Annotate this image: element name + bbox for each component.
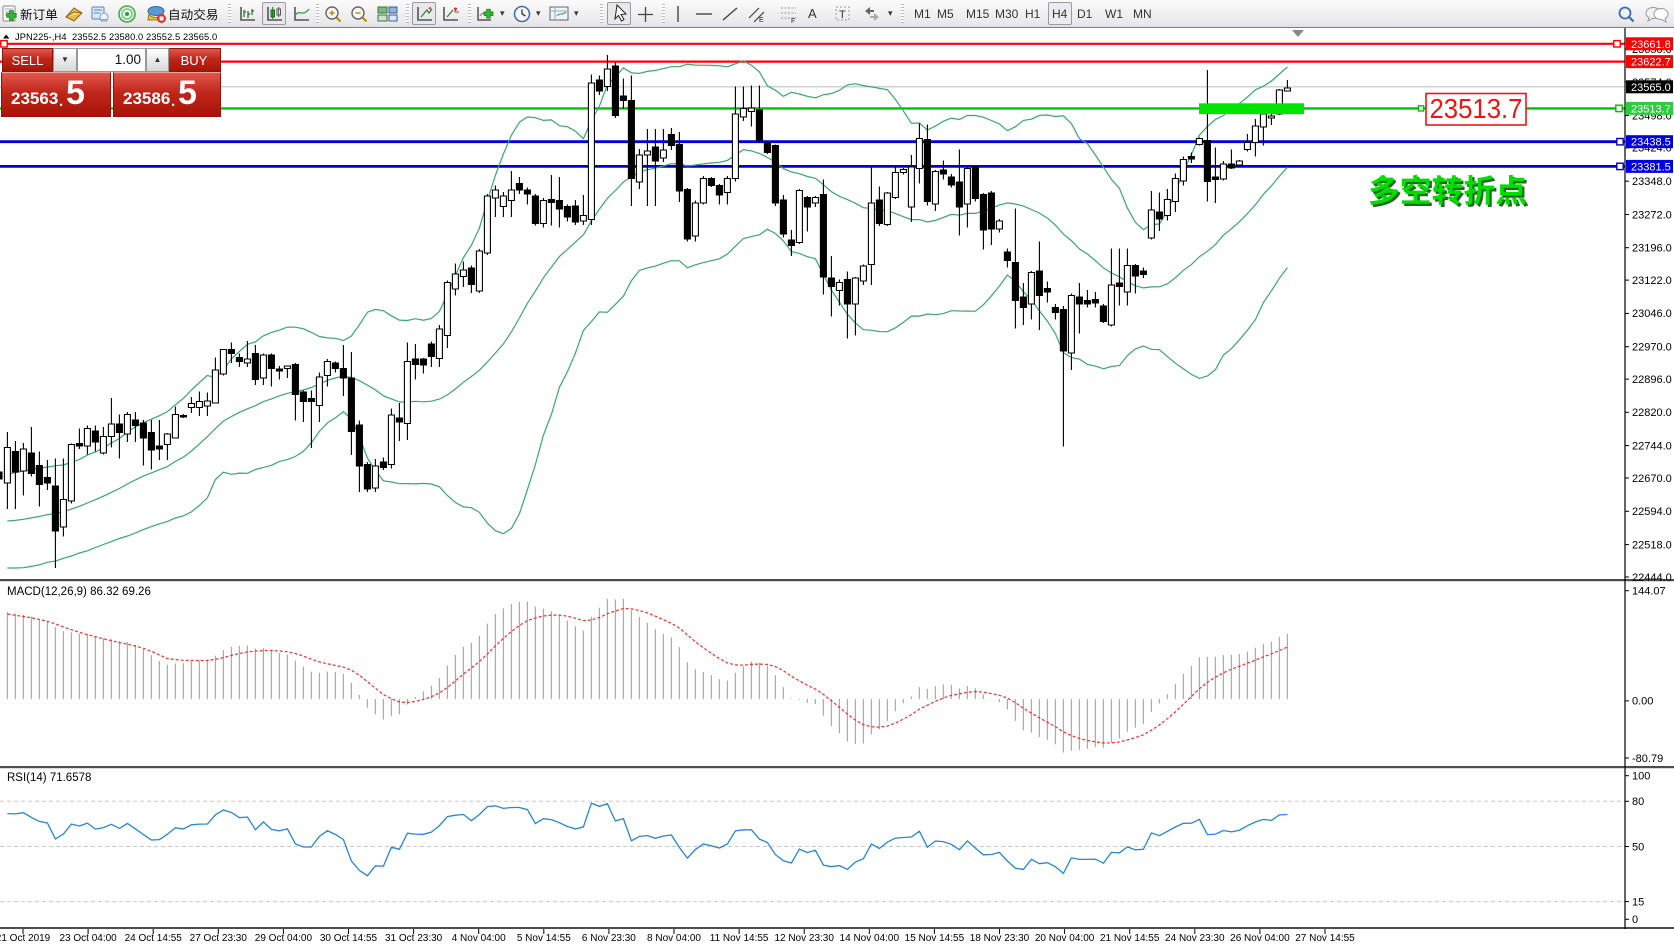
- svg-text:50: 50: [1632, 841, 1644, 853]
- svg-text:23622.7: 23622.7: [1631, 57, 1671, 69]
- svg-text:22820.0: 22820.0: [1632, 407, 1672, 419]
- svg-text:22970.0: 22970.0: [1632, 342, 1672, 354]
- svg-text:23348.0: 23348.0: [1632, 176, 1672, 188]
- svg-text:22518.0: 22518.0: [1632, 539, 1672, 551]
- svg-text:12 Nov 23:30: 12 Nov 23:30: [774, 933, 834, 944]
- svg-text:8 Nov 04:00: 8 Nov 04:00: [647, 933, 701, 944]
- svg-text:22444.0: 22444.0: [1632, 572, 1672, 584]
- svg-text:23438.5: 23438.5: [1631, 137, 1671, 149]
- svg-text:22594.0: 22594.0: [1632, 506, 1672, 518]
- svg-text:4 Nov 04:00: 4 Nov 04:00: [452, 933, 506, 944]
- svg-text:-80.79: -80.79: [1632, 753, 1663, 765]
- svg-text:100: 100: [1632, 771, 1650, 783]
- svg-text:29 Oct 04:00: 29 Oct 04:00: [255, 933, 313, 944]
- svg-text:144.07: 144.07: [1632, 586, 1666, 598]
- svg-text:23565.0: 23565.0: [1631, 82, 1671, 94]
- svg-text:21 Oct 2019: 21 Oct 2019: [0, 933, 51, 944]
- svg-text:0.00: 0.00: [1632, 696, 1653, 708]
- svg-text:6 Nov 23:30: 6 Nov 23:30: [582, 933, 636, 944]
- svg-text:15 Nov 14:55: 15 Nov 14:55: [905, 933, 965, 944]
- svg-text:MACD(12,26,9) 86.32 69.26: MACD(12,26,9) 86.32 69.26: [7, 586, 151, 598]
- svg-text:20 Nov 04:00: 20 Nov 04:00: [1035, 933, 1095, 944]
- svg-text:23046.0: 23046.0: [1632, 308, 1672, 320]
- svg-text:RSI(14) 71.6578: RSI(14) 71.6578: [7, 772, 91, 784]
- svg-text:F: F: [791, 18, 795, 24]
- svg-text:0: 0: [1632, 914, 1638, 926]
- svg-text:24 Oct 14:55: 24 Oct 14:55: [125, 933, 183, 944]
- svg-text:22896.0: 22896.0: [1632, 374, 1672, 386]
- svg-text:26 Nov 04:00: 26 Nov 04:00: [1230, 933, 1290, 944]
- svg-text:T: T: [839, 9, 846, 21]
- svg-text:5 Nov 14:55: 5 Nov 14:55: [517, 933, 571, 944]
- svg-text:E: E: [759, 17, 764, 24]
- svg-text:27 Nov 14:55: 27 Nov 14:55: [1295, 933, 1355, 944]
- svg-text:23513.7: 23513.7: [1430, 93, 1523, 124]
- svg-text:23122.0: 23122.0: [1632, 275, 1672, 287]
- svg-text:21 Nov 14:55: 21 Nov 14:55: [1100, 933, 1160, 944]
- svg-text:23 Oct 04:00: 23 Oct 04:00: [59, 933, 117, 944]
- svg-text:22670.0: 22670.0: [1632, 473, 1672, 485]
- svg-text:14 Nov 04:00: 14 Nov 04:00: [840, 933, 900, 944]
- svg-text:80: 80: [1632, 796, 1644, 808]
- svg-text:23661.8: 23661.8: [1631, 39, 1671, 51]
- svg-text:24 Nov 23:30: 24 Nov 23:30: [1165, 933, 1225, 944]
- svg-text:15: 15: [1632, 896, 1644, 908]
- svg-text:27 Oct 23:30: 27 Oct 23:30: [190, 933, 248, 944]
- svg-text:23272.0: 23272.0: [1632, 209, 1672, 221]
- svg-text:11 Nov 14:55: 11 Nov 14:55: [710, 933, 769, 944]
- svg-text:23381.5: 23381.5: [1631, 161, 1671, 173]
- svg-text:18 Nov 23:30: 18 Nov 23:30: [970, 933, 1030, 944]
- svg-text:22744.0: 22744.0: [1632, 440, 1672, 452]
- svg-text:31 Oct 23:30: 31 Oct 23:30: [385, 933, 443, 944]
- svg-text:23196.0: 23196.0: [1632, 243, 1672, 255]
- svg-text:30 Oct 14:55: 30 Oct 14:55: [320, 933, 378, 944]
- svg-text:JPN225-,H4 23552.5 23580.0 23: JPN225-,H4 23552.5 23580.0 23552.5 23565…: [15, 32, 217, 42]
- svg-text:23513.7: 23513.7: [1631, 103, 1671, 115]
